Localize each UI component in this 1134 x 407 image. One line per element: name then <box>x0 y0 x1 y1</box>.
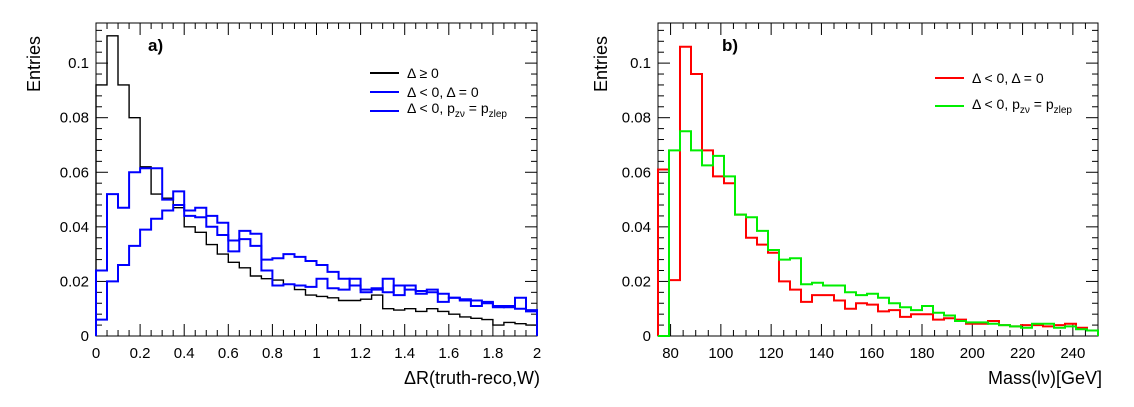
legend-label-subscript: zν <box>1019 104 1030 116</box>
plot-panel-b: 80 100 120 140 160 180 200 220 240 0 0.02 0.04 0.06 0… <box>567 0 1134 407</box>
plot-panel-a: 0 0.2 0.4 0.6 0.8 1 1.2 1.4 1.6 1.8 2 0 0.02 0.04 0.06… <box>24 22 541 388</box>
panel-annotation-a: a) <box>148 36 164 55</box>
y-tick-label: 0.02 <box>622 273 651 290</box>
legend-b: Δ < 0, Δ = 0 Δ < 0, pzν = pzlep <box>935 64 1072 120</box>
x-tick-label: 1.6 <box>438 345 459 362</box>
y-tick-label: 0.02 <box>60 273 89 290</box>
x-tick-label: 100 <box>708 345 733 362</box>
x-tick-label: 0.2 <box>130 345 151 362</box>
y-tick-label: 0.06 <box>622 164 651 181</box>
legend-entry-1: Δ < 0, pzν = pzlep <box>935 92 1072 120</box>
legend-label-text: Δ < 0, Δ = 0 <box>972 70 1044 86</box>
panel-annotation-b: b) <box>722 36 739 55</box>
legend-label-subscript: zν <box>454 108 465 120</box>
x-tick-label: 1.4 <box>394 345 415 362</box>
legend-label-text: Δ < 0, Δ = 0 <box>407 83 479 100</box>
legend-label: Δ < 0, pzν = pzlep <box>972 97 1072 116</box>
legend-label: Δ < 0, Δ = 0 <box>407 85 479 99</box>
legend-label: Δ < 0, Δ = 0 <box>972 71 1044 85</box>
legend-label: Δ ≥ 0 <box>407 66 439 80</box>
x-tick-label: 120 <box>759 345 784 362</box>
legend-entry-2: Δ < 0, pzν = pzlep <box>370 101 507 120</box>
y-axis-title-a: Entries <box>24 35 44 92</box>
x-tick-label: 220 <box>1010 345 1035 362</box>
legend-entry-0: Δ ≥ 0 <box>370 63 507 82</box>
legend-label-text: Δ ≥ 0 <box>407 64 439 81</box>
legend-line-sample <box>370 109 399 112</box>
legend-label-subscript: zlep <box>488 108 507 120</box>
x-tick-label: 140 <box>809 345 834 362</box>
legend-label-subscript: zlep <box>1053 104 1072 116</box>
y-tick-label: 0.08 <box>60 110 89 127</box>
x-tick-label: 200 <box>960 345 985 362</box>
y-tick-label: 0 <box>643 328 651 345</box>
y-tick-label: 0.06 <box>60 164 89 181</box>
legend-entry-1: Δ < 0, Δ = 0 <box>370 82 507 101</box>
histogram-series-2 <box>95 204 538 336</box>
legend-entry-0: Δ < 0, Δ = 0 <box>935 64 1072 92</box>
x-axis-title-b: Mass(lν)[GeV] <box>987 368 1102 388</box>
y-tick-label: 0 <box>81 328 89 345</box>
legend-label: Δ < 0, pzν = pzlep <box>407 101 507 120</box>
x-tick-label: 1.8 <box>482 345 503 362</box>
y-axis-title-b: Entries <box>591 35 611 92</box>
legend-line-sample <box>935 77 964 79</box>
chart-canvas-a: 0 0.2 0.4 0.6 0.8 1 1.2 1.4 1.6 1.8 2 0 0.02 0.04 0.06… <box>60 22 541 362</box>
y-tick-label: 0.08 <box>622 110 651 127</box>
x-tick-label: 2 <box>533 345 541 362</box>
y-tick-label: 0.04 <box>60 219 89 236</box>
legend-line-sample <box>370 71 399 74</box>
histogram-series-1 <box>658 130 1099 337</box>
x-tick-label: 80 <box>662 345 679 362</box>
y-tick-label: 0.1 <box>68 55 89 72</box>
legend-label-text: Δ < 0, p <box>407 100 455 117</box>
x-tick-label: 240 <box>1060 345 1085 362</box>
legend-label-text: Δ < 0, p <box>972 95 1020 112</box>
x-tick-label: 1.2 <box>350 345 371 362</box>
x-tick-label: 0.8 <box>262 345 283 362</box>
legend-line-sample <box>935 105 964 107</box>
x-tick-label: 0.4 <box>174 345 195 362</box>
x-tick-label: 0 <box>92 345 100 362</box>
chart-canvas-b: 80 100 120 140 160 180 200 220 240 0 0.02 0.04 0.06 0… <box>622 22 1099 362</box>
legend-label-text: = p <box>464 100 489 117</box>
x-tick-label: 1 <box>312 345 320 362</box>
legend-label-text: = p <box>1029 95 1054 112</box>
y-tick-label: 0.04 <box>622 219 651 236</box>
legend-line-sample <box>370 90 399 93</box>
x-tick-label: 160 <box>859 345 884 362</box>
histogram-series-0 <box>657 45 1099 336</box>
x-tick-label: 0.6 <box>218 345 239 362</box>
x-axis-title-a: ΔR(truth-reco,W) <box>403 368 540 388</box>
y-tick-label: 0.1 <box>630 55 651 72</box>
x-tick-label: 180 <box>909 345 934 362</box>
histogram-series-1 <box>95 167 538 336</box>
histogram-series-0 <box>95 35 538 336</box>
